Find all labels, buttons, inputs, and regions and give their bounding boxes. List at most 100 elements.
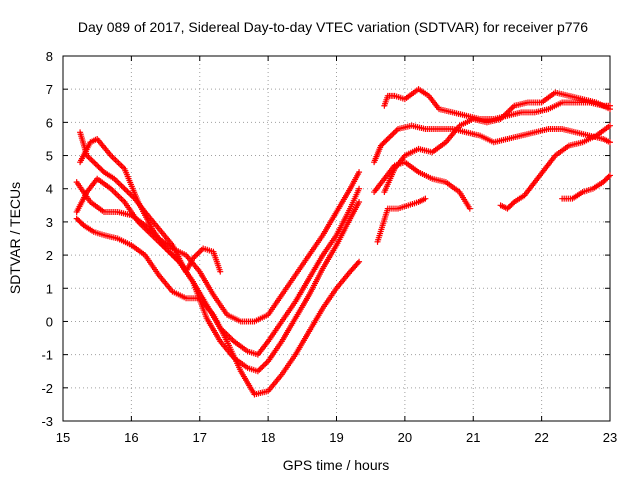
data-point xyxy=(600,179,607,186)
data-point xyxy=(192,252,199,259)
series-track-7 xyxy=(381,86,613,123)
data-point xyxy=(377,142,384,149)
x-tick-label: 17 xyxy=(193,430,207,445)
data-point xyxy=(389,131,396,138)
data-point xyxy=(260,362,267,369)
data-point xyxy=(507,202,514,209)
data-point xyxy=(262,361,269,368)
data-point xyxy=(387,133,394,140)
data-point xyxy=(505,204,512,211)
x-tick-label: 22 xyxy=(534,430,548,445)
y-tick-label: -3 xyxy=(41,414,53,429)
data-point xyxy=(422,195,429,202)
data-point xyxy=(383,137,390,144)
series-track-9 xyxy=(371,159,473,212)
data-point xyxy=(86,155,93,162)
data-point xyxy=(504,205,511,212)
data-point xyxy=(217,268,224,275)
data-point xyxy=(263,359,270,366)
data-point xyxy=(91,159,98,166)
x-tick-label: 21 xyxy=(466,430,480,445)
data-point xyxy=(466,205,473,212)
data-point xyxy=(75,216,82,223)
series-track-12 xyxy=(559,172,613,202)
data-point xyxy=(356,258,363,265)
data-point xyxy=(92,161,99,168)
data-point xyxy=(390,130,397,137)
x-tick-label: 18 xyxy=(261,430,275,445)
series-track-5 xyxy=(77,129,224,275)
data-point xyxy=(114,178,121,185)
data-point xyxy=(118,182,125,189)
data-point xyxy=(259,363,266,370)
data-point xyxy=(198,246,205,253)
data-point xyxy=(121,185,128,192)
x-tick-label: 20 xyxy=(398,430,412,445)
data-point xyxy=(77,219,84,226)
y-tick-label: 5 xyxy=(46,149,53,164)
y-tick-label: 7 xyxy=(46,82,53,97)
data-point xyxy=(125,189,132,196)
data-point xyxy=(115,180,122,187)
x-tick-label: 23 xyxy=(603,430,617,445)
y-tick-label: 8 xyxy=(46,49,53,64)
x-tick-label: 16 xyxy=(124,430,138,445)
data-point xyxy=(195,249,202,256)
y-tick-label: 1 xyxy=(46,281,53,296)
y-tick-label: -2 xyxy=(41,381,53,396)
y-tick-label: 3 xyxy=(46,215,53,230)
data-point xyxy=(94,162,101,169)
data-point xyxy=(88,156,95,163)
y-tick-label: 6 xyxy=(46,115,53,130)
series-track-10 xyxy=(374,195,429,245)
data-point xyxy=(605,173,612,180)
series-track-8 xyxy=(381,89,613,196)
data-point xyxy=(123,187,130,194)
data-point xyxy=(99,167,106,174)
data-point xyxy=(98,166,105,173)
data-point xyxy=(379,141,386,148)
y-tick-label: -1 xyxy=(41,348,53,363)
data-point xyxy=(380,139,387,146)
x-tick-label: 19 xyxy=(329,430,343,445)
chart-title: Day 089 of 2017, Sidereal Day-to-day VTE… xyxy=(78,19,588,35)
data-marks xyxy=(73,86,613,398)
data-point xyxy=(386,134,393,141)
data-point xyxy=(256,366,263,373)
data-point xyxy=(73,215,80,222)
x-tick-label: 15 xyxy=(56,430,70,445)
series-track-11 xyxy=(497,122,613,212)
series-track-3 xyxy=(73,175,363,375)
data-point xyxy=(356,169,363,176)
y-tick-label: 2 xyxy=(46,248,53,263)
data-point xyxy=(602,176,609,183)
data-point xyxy=(76,218,83,225)
data-point xyxy=(604,175,611,182)
y-axis-label: SDTVAR / TECUs xyxy=(7,182,23,294)
data-point xyxy=(356,199,363,205)
data-point xyxy=(607,106,613,113)
series-track-4 xyxy=(73,215,363,398)
y-tick-label: 0 xyxy=(46,314,53,329)
data-point xyxy=(79,220,86,227)
data-point xyxy=(509,200,516,207)
data-point xyxy=(392,128,399,135)
data-point xyxy=(607,139,613,146)
data-point xyxy=(607,122,613,129)
data-point xyxy=(356,185,363,192)
data-point xyxy=(89,158,96,165)
data-point xyxy=(120,184,127,191)
data-point xyxy=(508,201,515,208)
data-point xyxy=(96,165,103,172)
series-track-6 xyxy=(371,122,613,166)
data-point xyxy=(607,172,613,179)
data-point xyxy=(601,177,608,184)
data-point xyxy=(95,163,102,170)
x-axis-label: GPS time / hours xyxy=(283,457,390,473)
y-tick-label: 4 xyxy=(46,182,53,197)
data-point xyxy=(124,188,131,195)
data-point xyxy=(382,138,389,145)
data-point xyxy=(117,181,124,188)
